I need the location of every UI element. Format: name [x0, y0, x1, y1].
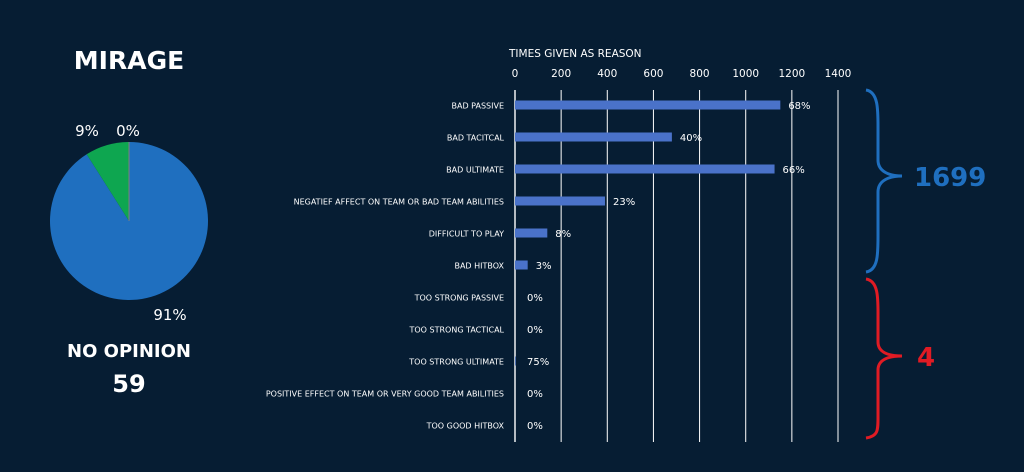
bar-value-label: 75% [527, 357, 549, 368]
bar-value-label: 40% [680, 133, 702, 144]
x-tick-label: 1000 [732, 68, 759, 80]
category-label: DIFFICULT TO PLAY [429, 230, 504, 239]
category-label: TOO STRONG PASSIVE [414, 294, 504, 303]
x-axis-title: TIMES GIVEN AS REASON [508, 48, 642, 60]
bar-value-label: 0% [527, 293, 543, 304]
category-label: TOO GOOD HITBOX [426, 422, 505, 431]
pie-slice-label: 91% [153, 306, 186, 324]
x-tick-label: 0 [512, 68, 519, 80]
category-label: BAD PASSIVE [452, 102, 505, 111]
category-label: BAD TACITCAL [447, 134, 505, 143]
category-label: NEGATIEF AFFECT ON TEAM OR BAD TEAM ABIL… [294, 198, 504, 207]
pie-slice-label: 0% [116, 122, 140, 140]
pie-slice-label: 9% [75, 122, 99, 140]
category-label: TOO STRONG TACTICAL [408, 326, 504, 335]
bar [515, 356, 516, 366]
red-brace [865, 277, 903, 440]
bar-value-label: 66% [783, 165, 805, 176]
pie-title: MIRAGE [74, 46, 184, 75]
no-opinion-label: NO OPINION [67, 341, 191, 362]
bar [515, 132, 672, 142]
bar-chart: 0 200 400 600 800 1000 1200 1400 BAD PASSIVE 68% B… [266, 68, 852, 442]
bar-value-label: 0% [527, 421, 543, 432]
x-tick-label: 200 [551, 68, 571, 80]
bar [515, 164, 775, 174]
bar-value-label: 3% [536, 261, 552, 272]
pie-chart: 91% 9% 0% [50, 122, 209, 324]
category-label: POSITIVE EFFECT ON TEAM OR VERY GOOD TEA… [266, 390, 504, 399]
x-tick-label: 400 [597, 68, 617, 80]
bar [515, 260, 528, 270]
x-tick-label: 1400 [825, 68, 852, 80]
x-tick-label: 1200 [778, 68, 805, 80]
group-total-red: 4 [917, 343, 935, 373]
pie-slice [86, 142, 129, 221]
bar [515, 100, 781, 110]
bar-value-label: 0% [527, 325, 543, 336]
pie-slice [50, 142, 209, 301]
x-tick-label: 600 [643, 68, 663, 80]
bar-value-label: 0% [527, 389, 543, 400]
bar-value-label: 8% [555, 229, 571, 240]
category-label: BAD ULTIMATE [446, 166, 504, 175]
bar [515, 196, 605, 206]
category-label: TOO STRONG ULTIMATE [408, 358, 504, 367]
group-total-blue: 1699 [914, 163, 986, 193]
x-tick-label: 800 [690, 68, 710, 80]
category-label: BAD HITBOX [454, 262, 504, 271]
bar-value-label: 68% [788, 101, 810, 112]
no-opinion-value: 59 [112, 370, 145, 398]
bar [515, 228, 548, 238]
bar-value-label: 23% [613, 197, 635, 208]
blue-brace [865, 88, 903, 274]
